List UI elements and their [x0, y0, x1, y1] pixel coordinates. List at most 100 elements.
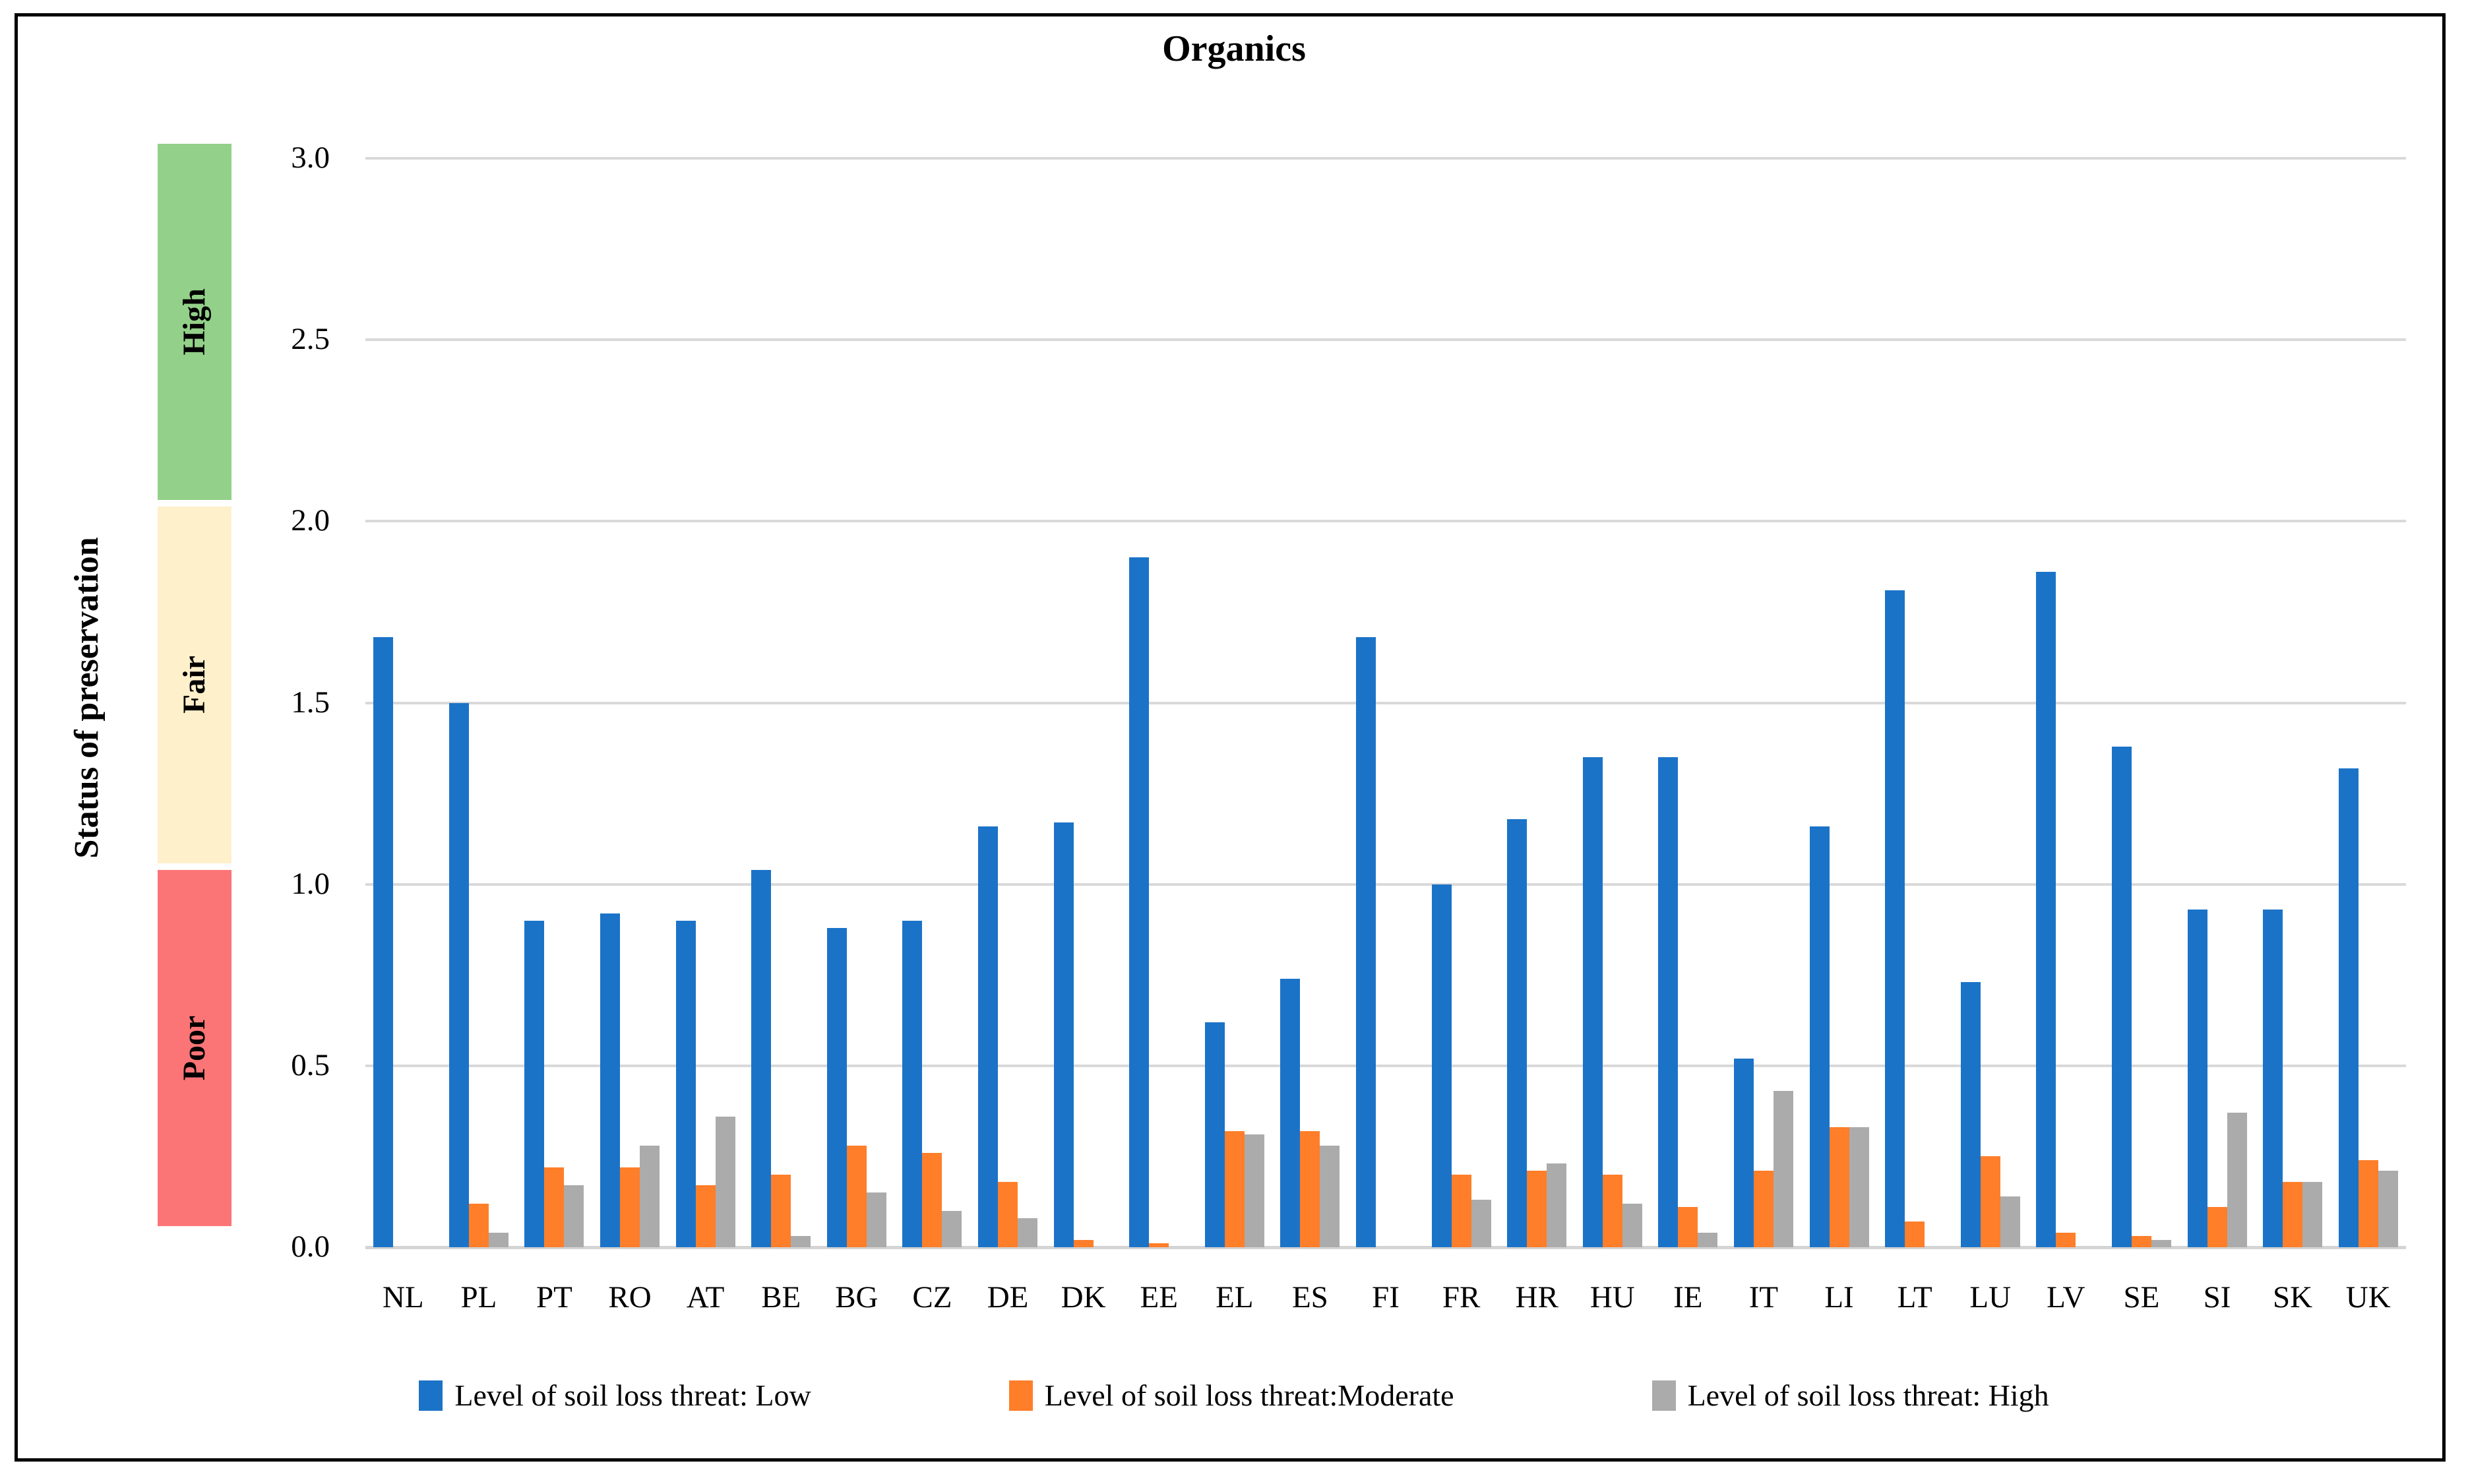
legend-item-moderate: Level of soil loss threat:Moderate: [1008, 1377, 1454, 1414]
status-band-high: High: [158, 144, 231, 501]
bar-low-EL: [1204, 1022, 1225, 1247]
bar-moderate-EL: [1224, 1130, 1245, 1247]
bar-high-ES: [1320, 1145, 1340, 1247]
bar-moderate-BG: [846, 1145, 867, 1247]
bar-moderate-IT: [1753, 1171, 1774, 1247]
x-label-SI: SI: [2203, 1280, 2231, 1314]
bar-low-LV: [2036, 572, 2056, 1247]
bar-high-LU: [2000, 1196, 2020, 1247]
status-band-fair: Fair: [158, 507, 231, 863]
x-label-DK: DK: [1061, 1280, 1106, 1314]
bar-moderate-RO: [620, 1167, 640, 1247]
legend-swatch-high: [1651, 1380, 1676, 1411]
x-label-SK: SK: [2273, 1280, 2313, 1314]
bar-moderate-AT: [695, 1185, 716, 1247]
x-label-ES: ES: [1291, 1280, 1328, 1314]
bar-moderate-HU: [1602, 1174, 1622, 1247]
bar-moderate-DK: [1073, 1239, 1094, 1247]
bar-high-UK: [2378, 1171, 2398, 1247]
x-label-NL: NL: [382, 1280, 424, 1314]
x-label-LU: LU: [1969, 1280, 2012, 1314]
x-label-CZ: CZ: [912, 1280, 952, 1314]
x-label-PT: PT: [536, 1280, 572, 1314]
bar-moderate-SE: [2131, 1236, 2151, 1247]
bar-high-PL: [488, 1232, 509, 1247]
x-label-BE: BE: [761, 1280, 801, 1314]
bar-low-FI: [1356, 637, 1376, 1247]
bar-high-PT: [564, 1185, 584, 1247]
bar-low-ES: [1280, 978, 1301, 1247]
x-label-HU: HU: [1589, 1280, 1635, 1314]
y-tick-label-2.0: 2.0: [291, 503, 330, 538]
bar-moderate-PT: [544, 1167, 565, 1247]
x-label-LT: LT: [1897, 1280, 1932, 1314]
x-label-FR: FR: [1442, 1280, 1481, 1314]
bar-moderate-FR: [1451, 1174, 1471, 1247]
gridline-1: [365, 882, 2406, 886]
bar-high-DE: [1018, 1218, 1038, 1247]
bar-moderate-LU: [1980, 1156, 2000, 1247]
x-label-IT: IT: [1748, 1280, 1779, 1314]
gridline-2.5: [365, 338, 2406, 342]
legend-label-moderate: Level of soil loss threat:Moderate: [1044, 1378, 1454, 1412]
bar-moderate-HR: [1527, 1171, 1547, 1247]
bar-low-FR: [1431, 884, 1452, 1247]
status-band-label-fair: Fair: [177, 656, 212, 714]
bar-low-BG: [826, 927, 847, 1247]
bar-low-LT: [1885, 590, 1905, 1247]
x-label-AT: AT: [686, 1280, 725, 1314]
y-tick-label-2.5: 2.5: [291, 322, 330, 357]
bar-low-CZ: [902, 920, 923, 1247]
bar-low-AT: [675, 920, 696, 1247]
bar-moderate-LI: [1829, 1127, 1849, 1247]
bar-high-FR: [1471, 1200, 1491, 1247]
bar-high-CZ: [942, 1210, 962, 1247]
bar-moderate-LV: [2056, 1232, 2076, 1247]
bar-high-HR: [1547, 1163, 1567, 1247]
status-band-poor: Poor: [158, 869, 231, 1226]
bar-low-IT: [1733, 1058, 1754, 1247]
y-tick-label-0.0: 0.0: [291, 1229, 330, 1264]
bar-moderate-LT: [1905, 1221, 1925, 1247]
bar-high-SK: [2302, 1181, 2323, 1247]
legend-swatch-low: [419, 1380, 443, 1411]
bar-low-NL: [373, 637, 394, 1247]
bar-low-EE: [1129, 557, 1150, 1247]
bar-low-RO: [600, 913, 621, 1247]
bar-high-AT: [715, 1116, 735, 1247]
x-label-BG: BG: [835, 1280, 879, 1314]
x-label-LV: LV: [2047, 1280, 2085, 1314]
y-tick-label-3.0: 3.0: [291, 140, 330, 175]
bar-low-SI: [2187, 910, 2207, 1247]
legend-item-high: Level of soil loss threat: High: [1651, 1377, 2049, 1414]
status-band-label-poor: Poor: [177, 1015, 212, 1081]
bar-moderate-SI: [2207, 1207, 2227, 1247]
x-label-PL: PL: [460, 1280, 497, 1314]
bar-high-IE: [1698, 1232, 1718, 1247]
y-axis-title: Status of preservation: [68, 537, 106, 859]
bar-moderate-DE: [998, 1181, 1018, 1247]
bar-moderate-SK: [2283, 1181, 2303, 1247]
gridline-3: [365, 157, 2406, 160]
bar-low-PT: [524, 920, 545, 1247]
legend-label-high: Level of soil loss threat: High: [1687, 1378, 2049, 1412]
x-axis-line: [365, 1246, 2406, 1249]
bar-moderate-EE: [1149, 1243, 1169, 1247]
bar-moderate-CZ: [922, 1152, 942, 1247]
bar-low-SE: [2111, 746, 2132, 1247]
legend-swatch-moderate: [1008, 1380, 1033, 1411]
bar-low-BE: [751, 869, 772, 1247]
bar-moderate-BE: [771, 1174, 791, 1247]
bar-high-EL: [1244, 1134, 1264, 1247]
bar-low-LI: [1809, 826, 1830, 1247]
bar-low-HR: [1507, 819, 1527, 1247]
legend: Level of soil loss threat: Low Level of s…: [0, 1377, 2468, 1414]
bar-high-IT: [1773, 1091, 1793, 1247]
bar-moderate-IE: [1678, 1207, 1698, 1247]
status-band-label-high: High: [177, 288, 212, 356]
gridline-0.5: [365, 1064, 2406, 1067]
x-label-LI: LI: [1824, 1280, 1854, 1314]
bar-low-LU: [1960, 982, 1981, 1247]
legend-label-low: Level of soil loss threat: Low: [454, 1378, 811, 1412]
bar-low-SK: [2263, 910, 2283, 1247]
